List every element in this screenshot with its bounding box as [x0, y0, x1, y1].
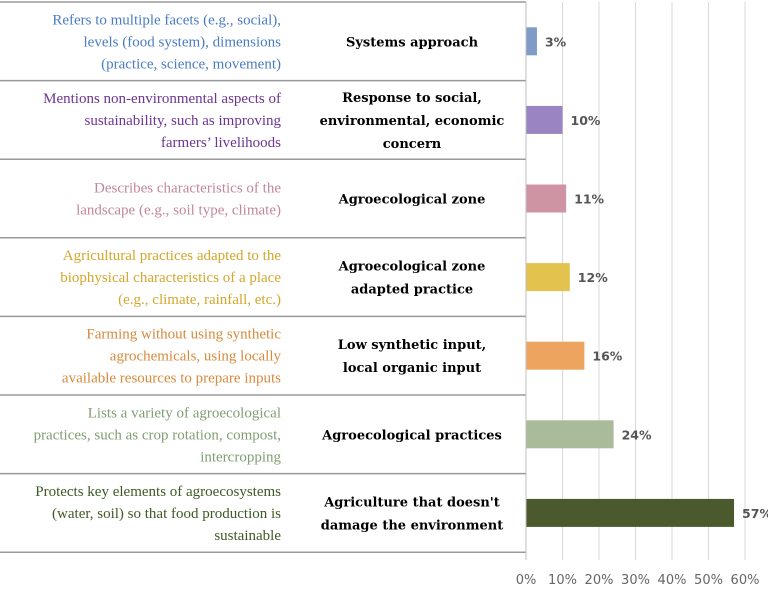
row-description: Refers to multiple facets (e.g., social)…	[52, 12, 281, 72]
row-description: Mentions non-environmental aspects of sus…	[43, 91, 281, 151]
bar	[526, 420, 614, 449]
bar	[526, 498, 735, 527]
bar	[526, 184, 567, 213]
value-label: 12%	[578, 270, 608, 285]
category-label: Systems approach	[346, 35, 479, 50]
category-label: Agriculture that doesn't damage the envir…	[321, 495, 504, 533]
category-label: Agroecological zone adapted practice	[338, 260, 486, 298]
value-label: 11%	[574, 192, 604, 207]
x-tick-label: 40%	[658, 573, 687, 588]
bar	[526, 27, 537, 56]
x-tick-label: 60%	[731, 573, 760, 588]
value-label: 10%	[571, 113, 601, 128]
value-label: 16%	[592, 349, 622, 364]
row-description: Farming without using synthetic agrochemi…	[62, 327, 282, 387]
x-tick-label: 50%	[694, 573, 723, 588]
row-description: Agricultural practices adapted to the bio…	[60, 248, 281, 308]
value-label: 57%	[742, 506, 768, 521]
x-tick-label: 10%	[548, 573, 577, 588]
category-label: Agroecological practices	[321, 428, 502, 443]
x-tick-label: 0%	[516, 573, 537, 588]
bar	[526, 263, 570, 292]
x-tick-label: 30%	[621, 573, 650, 588]
row-description: Protects key elements of agroecosystems(…	[35, 484, 281, 544]
row-description: Lists a variety of agroecological practic…	[34, 405, 282, 465]
category-label: Low synthetic input, local organic input	[338, 338, 486, 376]
value-label: 3%	[545, 34, 567, 49]
bar	[526, 105, 563, 134]
category-label: Response to social, environmental, econom…	[320, 91, 505, 152]
category-label: Agroecological zone	[338, 193, 486, 208]
bar	[526, 341, 585, 370]
x-tick-label: 20%	[585, 573, 614, 588]
value-label: 24%	[622, 427, 652, 442]
row-description: Describes characteristics of the landscap…	[76, 181, 281, 219]
